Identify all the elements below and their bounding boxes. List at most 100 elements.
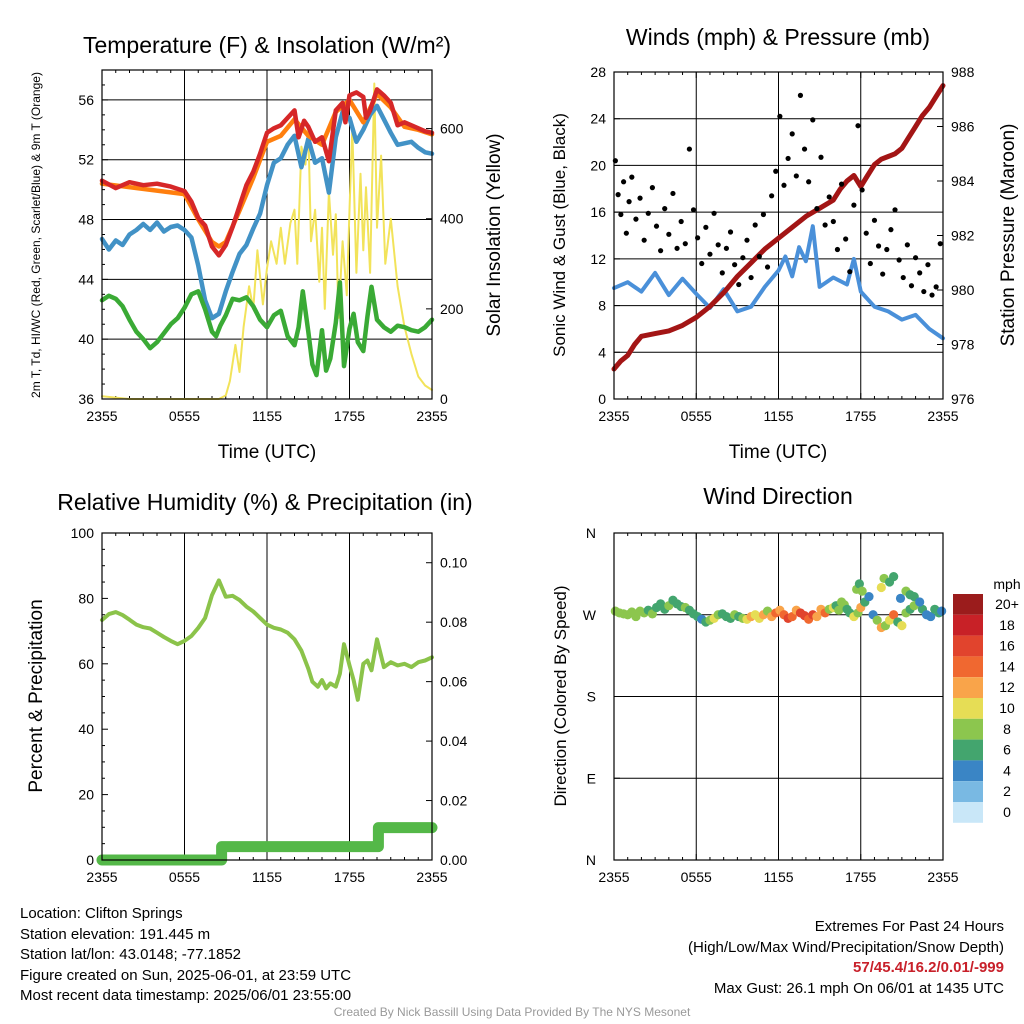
- y2-tick-label: 988: [951, 64, 975, 80]
- credit-text: Created By Nick Bassill Using Data Provi…: [333, 1005, 691, 1019]
- legend-swatch: [953, 614, 983, 636]
- legend-label: 10: [999, 700, 1015, 716]
- gust-point: [867, 260, 873, 267]
- series-line-3: [99, 280, 435, 378]
- max-gust-text: Max Gust: 26.1 mph On 06/01 at 1435 UTC: [713, 979, 1004, 997]
- y2-tick-label: 0.04: [440, 733, 467, 749]
- gust-point: [769, 193, 775, 199]
- gust-point: [875, 243, 882, 249]
- chart-title: Winds (mph) & Pressure (mb): [626, 24, 930, 50]
- gust-point: [740, 255, 746, 261]
- gust-point: [801, 146, 808, 152]
- direction-point: [915, 597, 925, 607]
- gust-point: [818, 154, 824, 160]
- gust-point: [653, 223, 660, 229]
- legend-swatch: [953, 656, 983, 678]
- x-tick-label: 2355: [927, 869, 958, 885]
- plot-frame: [613, 532, 944, 861]
- legend-label: 2: [1003, 783, 1011, 799]
- y2-tick-label: 978: [951, 337, 975, 353]
- y2-axis-label: Solar Insolation (Yellow): [484, 133, 505, 336]
- gust-point: [756, 253, 762, 260]
- x-tick-label: 1755: [845, 869, 876, 885]
- gust-point: [871, 217, 878, 223]
- gust-point: [929, 292, 935, 298]
- gust-point: [797, 92, 804, 98]
- y-axis-label: Sonic Wind & Gust (Blue, Black): [550, 113, 569, 357]
- x-tick-label: 1755: [334, 869, 365, 885]
- legend-label: 6: [1003, 742, 1011, 758]
- legend-swatch: [953, 802, 983, 823]
- gust-point: [859, 187, 865, 193]
- sonic-wind-line: [612, 224, 945, 341]
- y2-tick-label: 0.06: [440, 674, 467, 690]
- gust-point: [834, 246, 841, 253]
- legend-swatch: [953, 781, 983, 802]
- legend-swatch: [953, 594, 983, 615]
- y2-axis-label: Station Pressure (Maroon): [998, 124, 1019, 347]
- x-tick-label: 1155: [252, 869, 282, 885]
- y-tick-label: 52: [78, 152, 94, 168]
- gust-point: [670, 190, 676, 197]
- extremes-title: Extremes For Past 24 Hours: [814, 918, 1004, 935]
- x-tick-label: 1155: [763, 408, 793, 424]
- latlon-text: Station lat/lon: 43.0148; -77.1852: [20, 946, 242, 963]
- legend-label: 14: [999, 658, 1015, 674]
- direction-point: [876, 582, 886, 593]
- created-text: Figure created on Sun, 2025-06-01, at 23…: [20, 966, 352, 984]
- x-axis-label: Time (UTC): [729, 442, 828, 463]
- direction-point: [857, 586, 867, 596]
- series-line-2: [99, 103, 435, 321]
- legend-label: 18: [999, 617, 1015, 633]
- x-tick-label: 1755: [334, 408, 365, 424]
- gust-point: [921, 288, 927, 295]
- x-tick-label: 0555: [681, 869, 712, 885]
- x-tick-label: 2355: [416, 869, 447, 885]
- y-tick-label: 100: [71, 525, 95, 541]
- gust-point: [880, 271, 886, 277]
- x-tick-label: 2355: [927, 408, 958, 424]
- x-tick-label: 2355: [86, 869, 117, 885]
- y-tick-label: 24: [590, 111, 606, 127]
- y2-tick-label: 600: [440, 121, 464, 137]
- gust-point: [711, 210, 717, 216]
- plot-frame: [613, 71, 944, 400]
- gust-point: [764, 264, 771, 270]
- gust-point: [892, 207, 898, 213]
- gust-point: [678, 218, 684, 225]
- gust-point: [838, 181, 845, 187]
- y-tick-label: 36: [78, 391, 94, 407]
- gust-point: [912, 255, 919, 261]
- gust-point: [626, 199, 632, 205]
- direction-point: [926, 611, 936, 622]
- gust-point: [888, 227, 894, 233]
- humidity-line: [100, 578, 434, 702]
- gust-point: [707, 251, 713, 257]
- direction-point: [864, 591, 874, 602]
- legend-title: mph: [993, 576, 1020, 592]
- y-tick-label: S: [587, 689, 596, 705]
- gust-point: [732, 262, 738, 268]
- y-axis-label: 2m T, Td, HI/WC (Red, Green, Scarlet/Blu…: [29, 72, 43, 398]
- panel-2: 0 4 8 12 16 20 24 28 976 978 980 982 984 986 988 2355 05…: [550, 24, 1019, 463]
- gust-point: [723, 245, 730, 251]
- y-tick-label: W: [583, 607, 597, 623]
- direction-point: [897, 621, 907, 631]
- legend-swatch: [953, 760, 983, 782]
- x-tick-label: 2355: [416, 408, 447, 424]
- gust-point: [637, 195, 643, 201]
- direction-point: [937, 606, 947, 616]
- direction-point: [895, 593, 906, 604]
- legend-label: 0: [1003, 804, 1011, 820]
- y-tick-label: 40: [78, 331, 94, 347]
- gust-point: [736, 281, 742, 288]
- gust-point: [682, 241, 688, 247]
- gust-point: [925, 262, 931, 268]
- gust-point: [719, 270, 725, 276]
- gust-point: [748, 274, 754, 281]
- direction-point: [872, 615, 882, 625]
- gust-point: [781, 182, 787, 188]
- series-line-4: [101, 82, 433, 400]
- chart-title: Wind Direction: [703, 483, 853, 509]
